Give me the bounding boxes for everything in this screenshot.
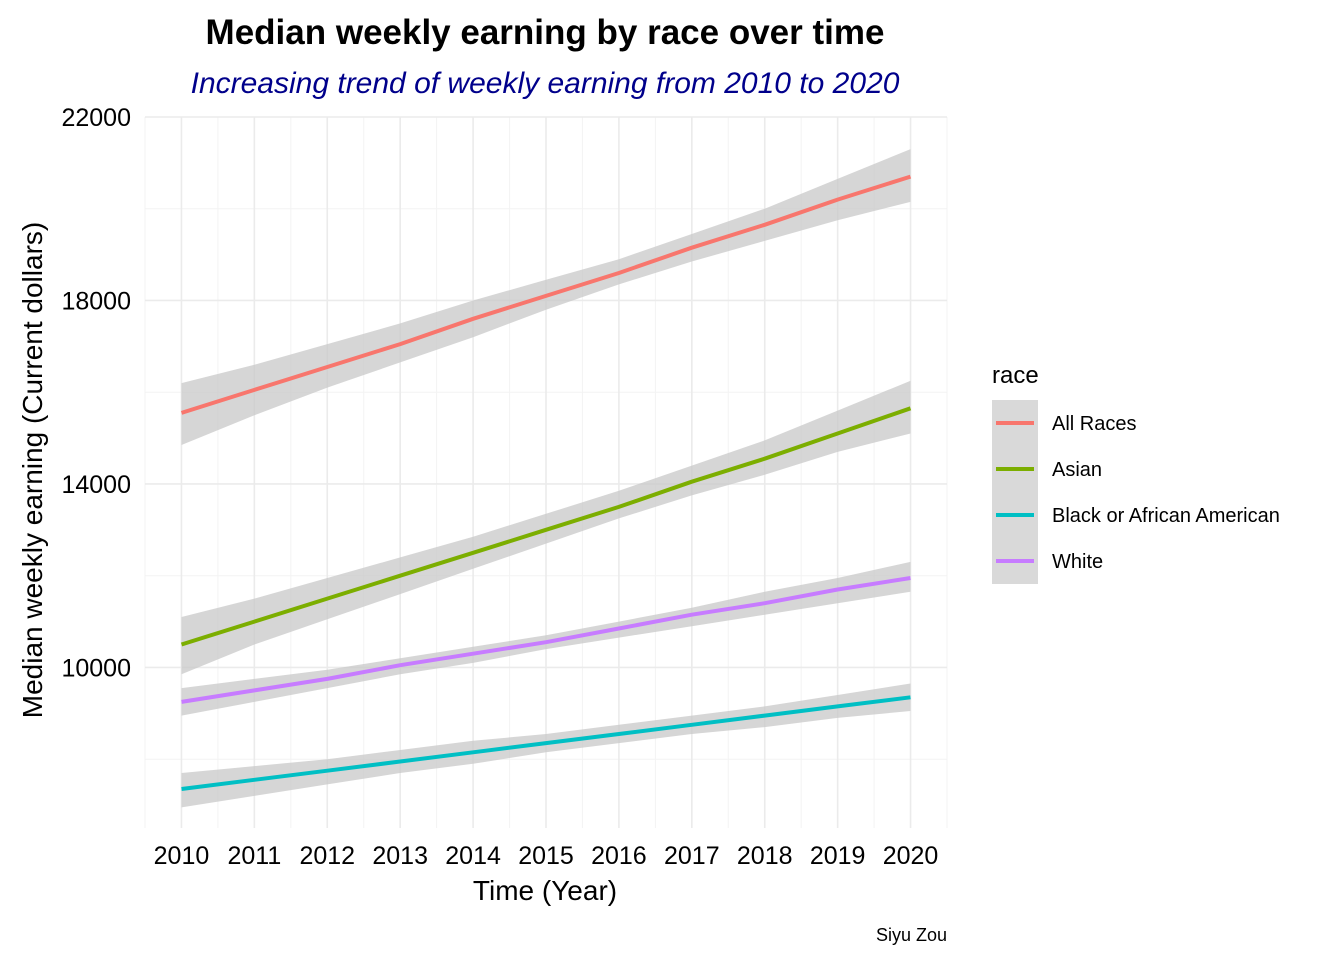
y-tick-label: 22000 [61,104,131,132]
line-series-2 [181,695,911,791]
x-tick-label: 2018 [737,842,793,870]
grid-major-lines [145,116,947,828]
legend-label: All Races [1052,413,1136,435]
x-tick-label: 2014 [445,842,501,870]
ribbon-series-1 [181,380,911,675]
x-axis-tick-labels: 2010 2011 2012 2013 2014 2015 2016 2017 2018 2019… [154,842,939,870]
chart-title: Median weekly earning by race over time [206,13,885,52]
x-tick-label: 2017 [664,842,720,870]
line-series-3 [181,576,911,704]
ribbon-series-3 [181,561,911,716]
legend-label: Black or African American [1052,505,1280,527]
ribbon-series-2 [181,683,911,808]
y-axis-title: Median weekly earning (Current dollars) [17,222,48,718]
series-lines [180,174,912,791]
line-series-0 [180,174,912,415]
x-axis-title: Time (Year) [473,875,617,906]
x-tick-label: 2015 [518,842,574,870]
chart-subtitle: Increasing trend of weekly earning from … [191,67,900,100]
legend-label: White [1052,551,1103,573]
y-tick-label: 10000 [61,654,131,682]
x-tick-label: 2010 [154,842,210,870]
x-tick-label: 2012 [299,842,355,870]
legend: race All Races Asian Black or African Amer… [992,362,1280,584]
legend-items: All Races Asian Black or African American W… [992,400,1280,584]
y-tick-label: 18000 [61,287,131,315]
x-tick-label: 2011 [227,842,281,870]
y-axis-tick-labels: 10000 14000 18000 22000 [61,104,131,682]
line-series-1 [180,406,912,647]
chart-caption: Siyu Zou [876,925,947,945]
x-tick-label: 2019 [810,842,866,870]
x-tick-label: 2016 [591,842,647,870]
y-tick-label: 14000 [61,471,131,499]
legend-title: race [992,362,1039,389]
x-tick-label: 2013 [372,842,428,870]
x-tick-label: 2020 [883,842,939,870]
legend-label: Asian [1052,459,1102,481]
